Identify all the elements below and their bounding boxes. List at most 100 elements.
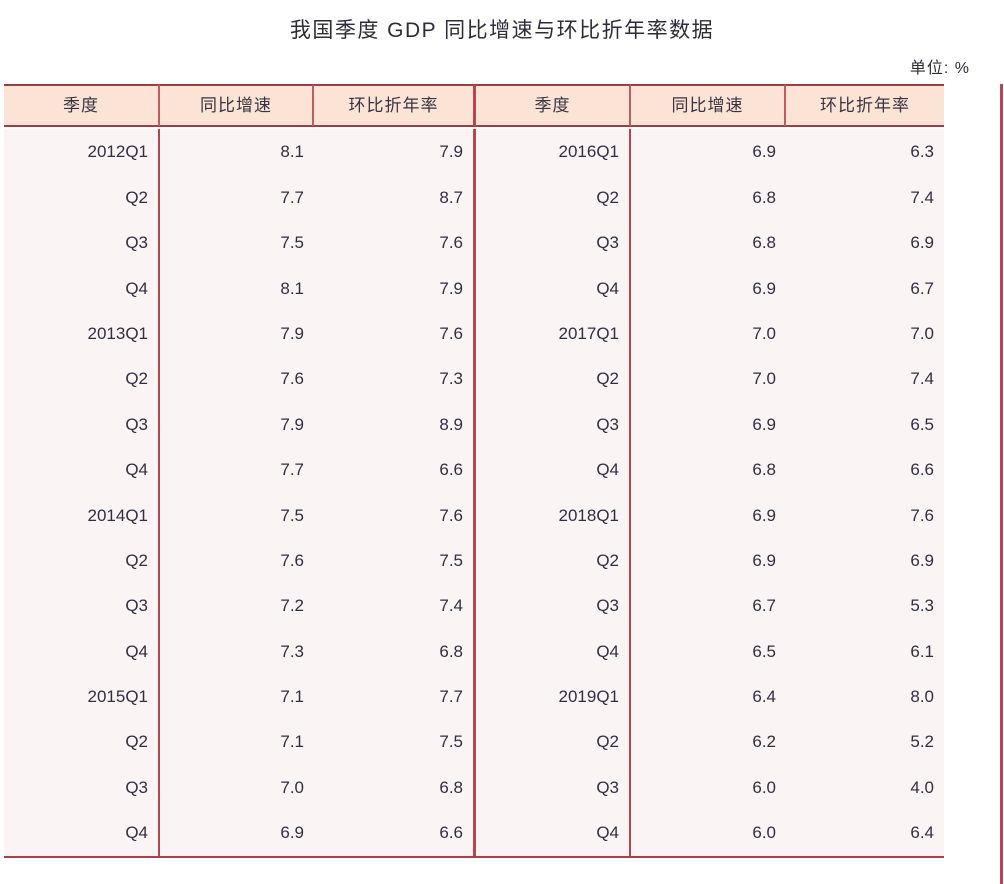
yoy-value-cell: 7.0 bbox=[160, 764, 314, 811]
quarter-cell: Q3 bbox=[476, 220, 631, 266]
quarter-cell: 2015Q1 bbox=[4, 674, 160, 720]
qoq-value-cell: 4.0 bbox=[786, 764, 944, 811]
yoy-value-cell: 6.2 bbox=[631, 719, 786, 765]
qoq-value-cell: 6.8 bbox=[314, 628, 476, 675]
qoq-value-cell: 7.4 bbox=[314, 583, 476, 629]
yoy-value-cell: 7.6 bbox=[160, 356, 314, 402]
qoq-value-cell: 7.6 bbox=[314, 310, 476, 357]
qoq-value-cell: 8.7 bbox=[314, 174, 476, 221]
yoy-value-cell: 6.8 bbox=[631, 174, 786, 221]
unit-label: 单位: % bbox=[909, 60, 970, 77]
qoq-value-cell: 6.5 bbox=[786, 401, 944, 448]
qoq-value-cell: 6.8 bbox=[314, 764, 476, 811]
qoq-value-cell: 7.6 bbox=[314, 220, 476, 266]
header-yoy-right: 同比增速 bbox=[631, 84, 786, 127]
qoq-value-cell: 7.5 bbox=[314, 537, 476, 584]
yoy-value-cell: 7.6 bbox=[160, 537, 314, 584]
quarter-cell: Q2 bbox=[4, 356, 160, 402]
yoy-value-cell: 7.0 bbox=[631, 356, 786, 402]
yoy-value-cell: 7.3 bbox=[160, 628, 314, 675]
qoq-value-cell: 6.6 bbox=[786, 447, 944, 493]
yoy-value-cell: 7.9 bbox=[160, 401, 314, 448]
qoq-value-cell: 6.4 bbox=[786, 810, 944, 856]
yoy-value-cell: 8.1 bbox=[160, 129, 314, 175]
yoy-value-cell: 7.5 bbox=[160, 492, 314, 538]
qoq-value-cell: 7.6 bbox=[314, 492, 476, 538]
quarter-cell: 2016Q1 bbox=[476, 129, 631, 175]
qoq-value-cell: 7.3 bbox=[314, 356, 476, 402]
yoy-value-cell: 6.8 bbox=[631, 220, 786, 266]
quarter-cell: Q2 bbox=[476, 719, 631, 765]
qoq-value-cell: 7.9 bbox=[314, 129, 476, 175]
quarter-cell: Q4 bbox=[476, 628, 631, 675]
page-title: 我国季度 GDP 同比增速与环比折年率数据 bbox=[289, 19, 715, 42]
yoy-value-cell: 6.9 bbox=[631, 265, 786, 311]
yoy-value-cell: 8.1 bbox=[160, 265, 314, 311]
yoy-value-cell: 7.5 bbox=[160, 220, 314, 266]
yoy-value-cell: 6.0 bbox=[631, 810, 786, 856]
yoy-value-cell: 6.5 bbox=[631, 628, 786, 675]
header-qoq-left: 环比折年率 bbox=[314, 84, 476, 127]
table-right-border-line bbox=[1000, 84, 1003, 884]
quarter-cell: Q2 bbox=[476, 356, 631, 402]
quarter-cell: Q2 bbox=[4, 174, 160, 221]
yoy-value-cell: 6.9 bbox=[160, 810, 314, 856]
qoq-value-cell: 6.6 bbox=[314, 810, 476, 856]
qoq-value-cell: 5.2 bbox=[786, 719, 944, 765]
yoy-value-cell: 7.0 bbox=[631, 310, 786, 357]
quarter-cell: Q3 bbox=[476, 401, 631, 448]
quarter-cell: Q4 bbox=[4, 628, 160, 675]
qoq-value-cell: 7.0 bbox=[786, 310, 944, 357]
quarter-cell: 2014Q1 bbox=[4, 492, 160, 538]
qoq-value-cell: 7.4 bbox=[786, 356, 944, 402]
quarter-cell: Q4 bbox=[4, 265, 160, 311]
yoy-value-cell: 7.1 bbox=[160, 674, 314, 720]
quarter-cell: Q2 bbox=[476, 174, 631, 221]
quarter-cell: 2019Q1 bbox=[476, 674, 631, 720]
yoy-value-cell: 7.9 bbox=[160, 310, 314, 357]
header-quarter-right: 季度 bbox=[476, 84, 631, 127]
qoq-value-cell: 7.6 bbox=[786, 492, 944, 538]
quarter-cell: Q4 bbox=[4, 447, 160, 493]
yoy-value-cell: 6.9 bbox=[631, 537, 786, 584]
yoy-value-cell: 6.0 bbox=[631, 764, 786, 811]
qoq-value-cell: 6.6 bbox=[314, 447, 476, 493]
quarter-cell: Q3 bbox=[476, 583, 631, 629]
yoy-value-cell: 6.9 bbox=[631, 129, 786, 175]
yoy-value-cell: 6.9 bbox=[631, 492, 786, 538]
quarter-cell: 2013Q1 bbox=[4, 310, 160, 357]
quarter-cell: 2017Q1 bbox=[476, 310, 631, 357]
quarter-cell: Q4 bbox=[476, 447, 631, 493]
qoq-value-cell: 6.1 bbox=[786, 628, 944, 675]
header-quarter-left: 季度 bbox=[4, 84, 160, 127]
quarter-cell: Q3 bbox=[4, 401, 160, 448]
yoy-value-cell: 6.9 bbox=[631, 401, 786, 448]
quarter-cell: Q2 bbox=[4, 537, 160, 584]
qoq-value-cell: 5.3 bbox=[786, 583, 944, 629]
quarter-cell: Q3 bbox=[476, 764, 631, 811]
quarter-cell: Q4 bbox=[476, 265, 631, 311]
qoq-value-cell: 8.0 bbox=[786, 674, 944, 720]
qoq-value-cell: 6.9 bbox=[786, 537, 944, 584]
yoy-value-cell: 7.7 bbox=[160, 447, 314, 493]
yoy-value-cell: 7.1 bbox=[160, 719, 314, 765]
header-qoq-right: 环比折年率 bbox=[786, 84, 944, 127]
quarter-cell: Q2 bbox=[4, 719, 160, 765]
quarter-cell: 2012Q1 bbox=[4, 129, 160, 175]
yoy-value-cell: 7.2 bbox=[160, 583, 314, 629]
gdp-table: 季度 同比增速 环比折年率 季度 同比增速 环比折年率 2012Q1 8.1 7.9… bbox=[4, 84, 944, 858]
yoy-value-cell: 6.7 bbox=[631, 583, 786, 629]
qoq-value-cell: 6.9 bbox=[786, 220, 944, 266]
yoy-value-cell: 6.4 bbox=[631, 674, 786, 720]
qoq-value-cell: 6.3 bbox=[786, 129, 944, 175]
quarter-cell: 2018Q1 bbox=[476, 492, 631, 538]
qoq-value-cell: 8.9 bbox=[314, 401, 476, 448]
yoy-value-cell: 7.7 bbox=[160, 174, 314, 221]
quarter-cell: Q2 bbox=[476, 537, 631, 584]
qoq-value-cell: 7.5 bbox=[314, 719, 476, 765]
quarter-cell: Q3 bbox=[4, 220, 160, 266]
qoq-value-cell: 7.9 bbox=[314, 265, 476, 311]
qoq-value-cell: 6.7 bbox=[786, 265, 944, 311]
qoq-value-cell: 7.7 bbox=[314, 674, 476, 720]
